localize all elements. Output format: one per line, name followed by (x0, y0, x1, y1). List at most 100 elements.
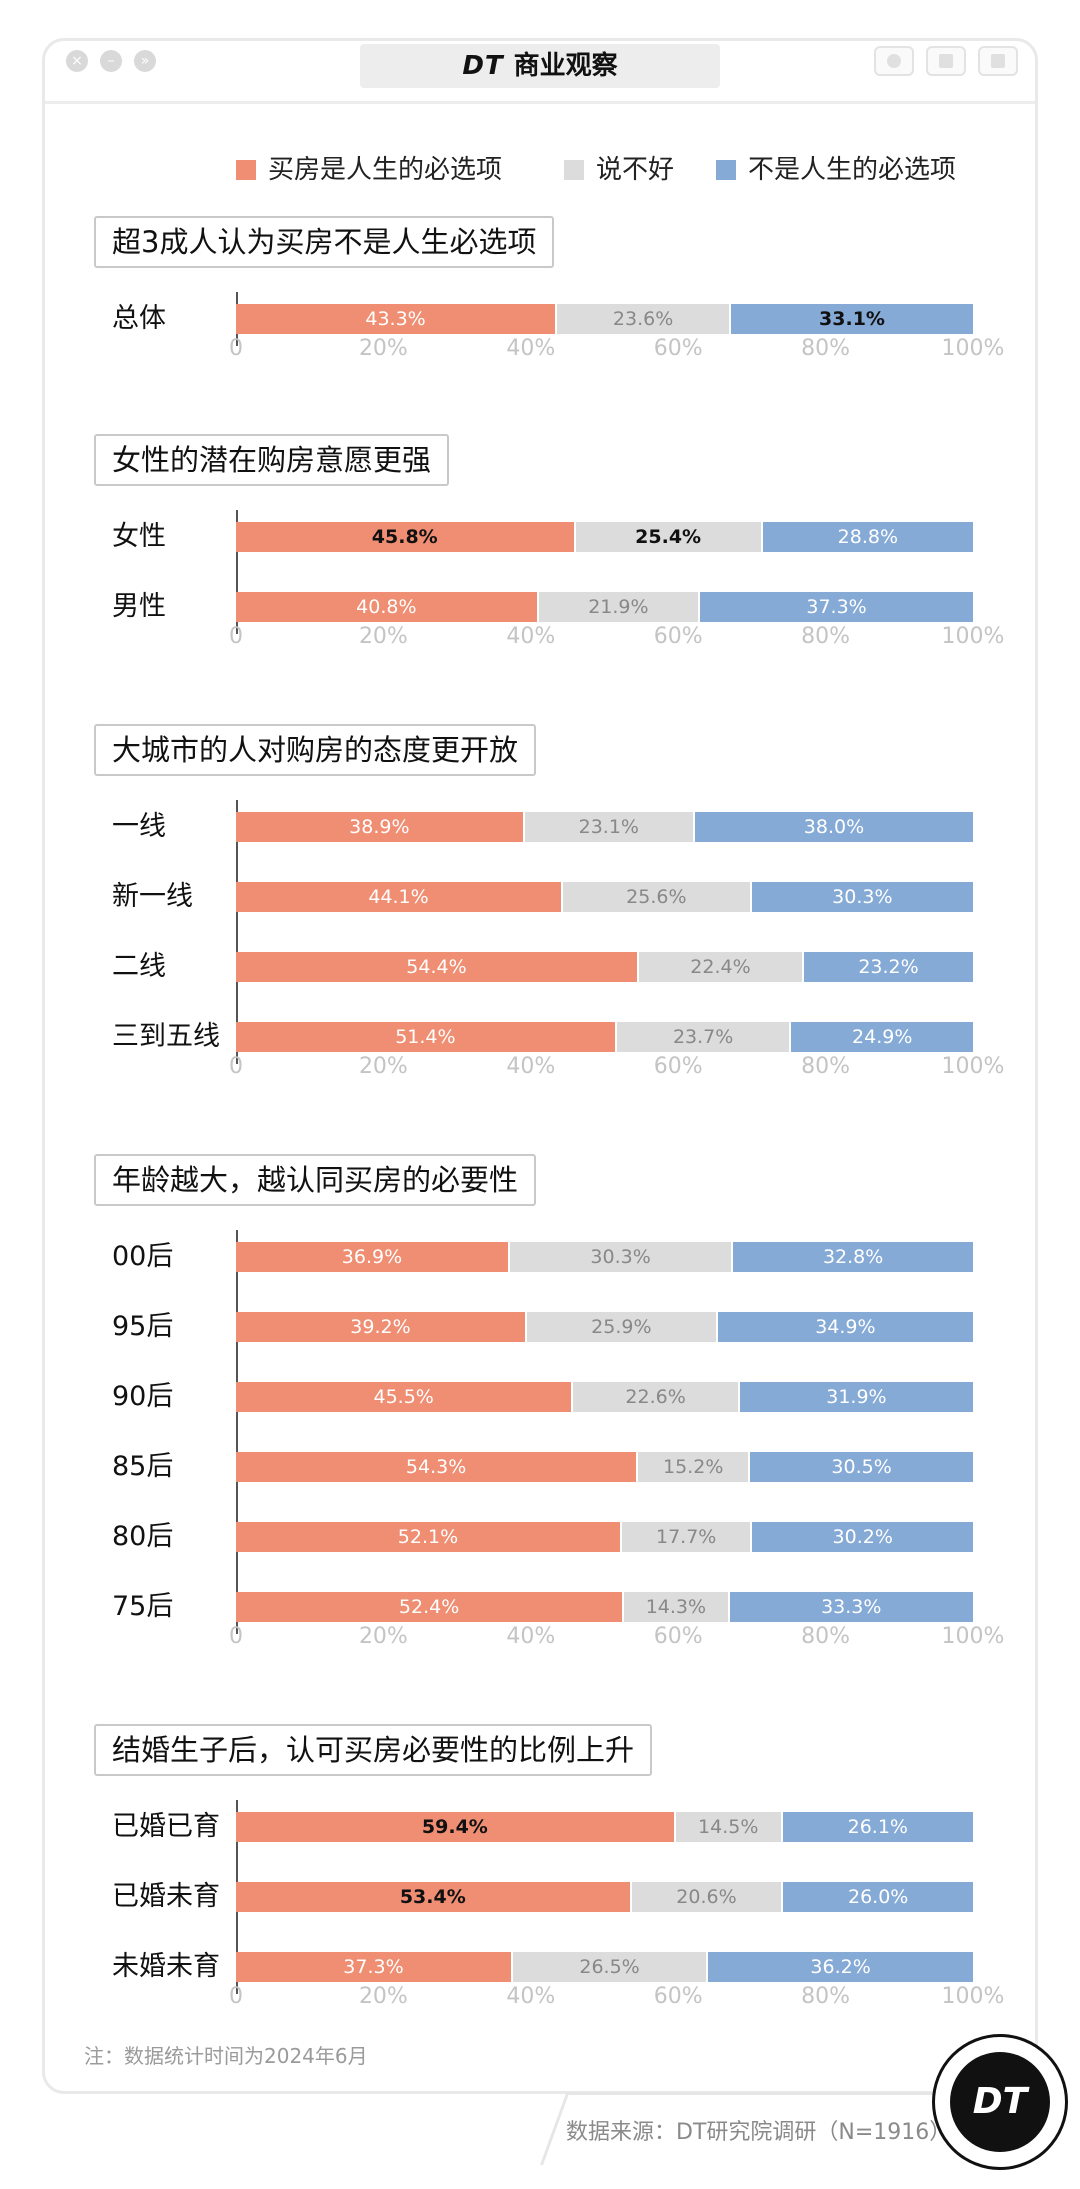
bar-segment-unsure: 22.4% (638, 952, 802, 982)
brand-badge[interactable]: DT (950, 2052, 1050, 2152)
bar-segment-unsure: 20.6% (631, 1882, 782, 1912)
category-label: 90后 (112, 1381, 174, 1412)
y-axis-line (236, 510, 238, 634)
bar-segment-not: 31.9% (739, 1382, 973, 1412)
category-label: 00后 (112, 1241, 174, 1272)
bar-segment-unsure: 17.7% (621, 1522, 751, 1552)
bar-segment-unsure: 25.6% (563, 882, 750, 912)
x-tick-label: 80% (801, 1624, 851, 1649)
minimize-icon[interactable]: – (100, 50, 122, 72)
copy-button[interactable] (978, 46, 1018, 76)
section-title: 女性的潜在购房意愿更强 (94, 434, 450, 486)
bar-segment-buy: 36.9% (236, 1242, 508, 1272)
category-label: 新一线 (112, 881, 193, 912)
legend-label: 不是人生的必选项 (748, 155, 957, 185)
bar-segment-not: 34.9% (717, 1312, 973, 1342)
bar-segment-buy: 52.1% (236, 1522, 620, 1552)
bar-segment-buy: 53.4% (236, 1882, 630, 1912)
x-tick-label: 20% (358, 1624, 408, 1649)
bar-segment-unsure: 23.1% (524, 812, 693, 842)
bar-segment-buy: 40.8% (236, 592, 537, 622)
x-tick-label: 0 (229, 1624, 243, 1649)
legend-swatch (236, 160, 256, 180)
category-label: 三到五线 (112, 1021, 220, 1052)
x-tick-label: 60% (653, 336, 703, 361)
category-label: 85后 (112, 1451, 174, 1482)
bar-segment-buy: 52.4% (236, 1592, 623, 1622)
section-title: 大城市的人对购房的态度更开放 (94, 724, 537, 776)
x-tick-label: 100% (941, 1624, 1005, 1649)
x-tick-label: 40% (506, 1984, 556, 2009)
bar-segment-not: 30.3% (751, 882, 973, 912)
brand-logo: DT (462, 51, 504, 81)
category-label: 95后 (112, 1311, 174, 1342)
bar-segment-buy: 51.4% (236, 1022, 615, 1052)
x-tick-label: 80% (801, 624, 851, 649)
bar-segment-not: 33.1% (731, 304, 973, 334)
bar-segment-unsure: 25.4% (575, 522, 761, 552)
x-tick-label: 0 (229, 624, 243, 649)
close-icon[interactable]: × (66, 50, 88, 72)
bar-segment-not: 30.5% (750, 1452, 973, 1482)
section-title: 超3成人认为买房不是人生必选项 (94, 216, 555, 268)
category-label: 已婚未育 (112, 1881, 220, 1912)
bar-segment-not: 23.2% (804, 952, 973, 982)
legend-swatch (564, 160, 584, 180)
x-tick-label: 0 (229, 1984, 243, 2009)
bar-segment-buy: 44.1% (236, 882, 562, 912)
share-icon (939, 54, 953, 68)
record-button[interactable] (874, 46, 914, 76)
maximize-icon[interactable]: » (134, 50, 156, 72)
bar-segment-not: 28.8% (762, 522, 973, 552)
legend-swatch (716, 160, 736, 180)
bar-segment-unsure: 30.3% (509, 1242, 732, 1272)
x-tick-label: 80% (801, 1054, 851, 1079)
category-label: 一线 (112, 811, 166, 842)
category-label: 80后 (112, 1521, 174, 1552)
legend-label: 买房是人生的必选项 (268, 155, 503, 185)
x-tick-label: 60% (653, 1984, 703, 2009)
bar-segment-buy: 43.3% (236, 304, 556, 334)
x-tick-label: 60% (653, 624, 703, 649)
x-tick-label: 100% (941, 1984, 1005, 2009)
x-tick-label: 0 (229, 1054, 243, 1079)
bar-segment-unsure: 14.3% (624, 1592, 728, 1622)
x-tick-label: 40% (506, 336, 556, 361)
x-tick-label: 100% (941, 336, 1005, 361)
y-axis-line (236, 1230, 238, 1634)
bar-segment-not: 32.8% (733, 1242, 973, 1272)
category-label: 二线 (112, 951, 166, 982)
bar-segment-not: 30.2% (752, 1522, 973, 1552)
x-tick-label: 20% (358, 1984, 408, 2009)
window-title-text: 商业观察 (513, 51, 618, 81)
data-source: 数据来源：DT研究院调研（N=1916） (566, 2120, 952, 2145)
bar-segment-buy: 37.3% (236, 1952, 511, 1982)
x-tick-label: 60% (653, 1624, 703, 1649)
x-tick-label: 100% (941, 624, 1005, 649)
category-label: 已婚已育 (112, 1811, 220, 1842)
bar-segment-unsure: 23.6% (557, 304, 730, 334)
x-tick-label: 80% (801, 336, 851, 361)
x-tick-label: 0 (229, 336, 243, 361)
bar-segment-unsure: 15.2% (638, 1452, 749, 1482)
record-icon (887, 54, 901, 68)
bar-segment-not: 26.0% (783, 1882, 973, 1912)
category-label: 女性 (112, 521, 166, 552)
footnote: 注：数据统计时间为2024年6月 (84, 2044, 368, 2068)
bar-segment-unsure: 21.9% (538, 592, 699, 622)
x-tick-label: 20% (358, 624, 408, 649)
bar-segment-unsure: 22.6% (573, 1382, 738, 1412)
x-tick-label: 20% (358, 1054, 408, 1079)
bar-segment-buy: 38.9% (236, 812, 523, 842)
share-button[interactable] (926, 46, 966, 76)
window-titlebar (45, 41, 1035, 104)
bar-segment-not: 26.1% (782, 1812, 973, 1842)
x-tick-label: 80% (801, 1984, 851, 2009)
x-tick-label: 40% (506, 624, 556, 649)
bar-segment-not: 37.3% (700, 592, 973, 622)
bar-segment-buy: 59.4% (236, 1812, 674, 1842)
x-tick-label: 60% (653, 1054, 703, 1079)
bar-segment-not: 24.9% (791, 1022, 973, 1052)
bar-segment-buy: 45.8% (236, 522, 574, 552)
bar-segment-unsure: 23.7% (616, 1022, 790, 1052)
